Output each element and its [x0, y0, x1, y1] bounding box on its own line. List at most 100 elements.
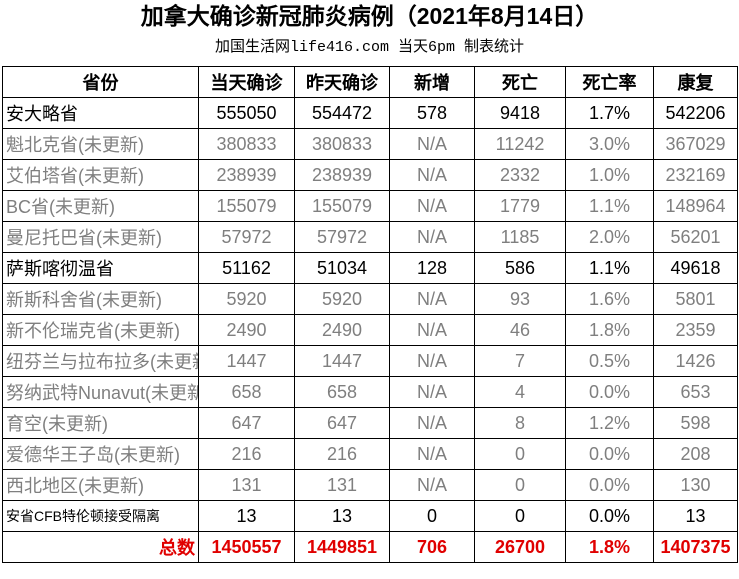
- table-cell: N/A: [389, 190, 475, 222]
- table-row: 安省CFB特伦顿接受隔离 13 13 0 0 0.0% 13: [2, 500, 738, 532]
- header-cell: 康复: [653, 66, 738, 98]
- table-cell: 育空(未更新): [2, 407, 199, 439]
- table-cell: 51034: [294, 252, 390, 284]
- table-cell: 2332: [474, 159, 566, 191]
- total-row: 总数 1450557 1449851 706 26700 1.8% 1407375: [2, 531, 738, 563]
- table-cell: 0.0%: [565, 500, 654, 532]
- table-cell: 5920: [198, 283, 295, 315]
- table-cell: 0: [474, 500, 566, 532]
- table-cell: N/A: [389, 469, 475, 501]
- table-cell: 56201: [653, 221, 738, 253]
- table-row: 爱德华王子岛(未更新) 216 216 N/A 0 0.0% 208: [2, 438, 738, 470]
- total-cell: 1450557: [198, 531, 295, 563]
- table-cell: 49618: [653, 252, 738, 284]
- table-cell: 新斯科舍省(未更新): [2, 283, 199, 315]
- table-cell: N/A: [389, 159, 475, 191]
- table-row: 努纳武特Nunavut(未更新) 658 658 N/A 4 0.0% 653: [2, 376, 738, 408]
- table-cell: 1.2%: [565, 407, 654, 439]
- data-table: 省份 当天确诊 昨天确诊 新增 死亡 死亡率 康复 安大略省 555050 554472 578 9…: [2, 66, 738, 563]
- table-cell: 238939: [198, 159, 295, 191]
- table-cell: 0: [474, 469, 566, 501]
- table-cell: 0.0%: [565, 438, 654, 470]
- total-cell: 26700: [474, 531, 566, 563]
- table-cell: 1779: [474, 190, 566, 222]
- table-cell: N/A: [389, 314, 475, 346]
- table-cell: 216: [294, 438, 390, 470]
- table-cell: N/A: [389, 221, 475, 253]
- table-cell: 0: [474, 438, 566, 470]
- table-cell: 238939: [294, 159, 390, 191]
- table-cell: 纽芬兰与拉布拉多(未更新): [2, 345, 199, 377]
- header-cell: 死亡: [474, 66, 566, 98]
- table-cell: 57972: [198, 221, 295, 253]
- subtitle: 加国生活网life416.com 当天6pm 制表统计: [214, 39, 525, 56]
- table-cell: 5920: [294, 283, 390, 315]
- table-cell: 647: [294, 407, 390, 439]
- table-cell: 7: [474, 345, 566, 377]
- table-cell: 安大略省: [2, 97, 199, 129]
- table-cell: 2.0%: [565, 221, 654, 253]
- table-cell: 46: [474, 314, 566, 346]
- table-cell: 3.0%: [565, 128, 654, 160]
- table-cell: 51162: [198, 252, 295, 284]
- table-cell: 13: [653, 500, 738, 532]
- table-cell: N/A: [389, 376, 475, 408]
- table-row: 西北地区(未更新) 131 131 N/A 0 0.0% 130: [2, 469, 738, 501]
- table-cell: 曼尼托巴省(未更新): [2, 221, 199, 253]
- table-cell: 555050: [198, 97, 295, 129]
- table-cell: 1447: [294, 345, 390, 377]
- table-cell: 1.0%: [565, 159, 654, 191]
- table-cell: 653: [653, 376, 738, 408]
- table-cell: N/A: [389, 438, 475, 470]
- table-cell: 554472: [294, 97, 390, 129]
- table-cell: 57972: [294, 221, 390, 253]
- table-cell: 1426: [653, 345, 738, 377]
- total-cell: 1449851: [294, 531, 390, 563]
- table-cell: 安省CFB特伦顿接受隔离: [2, 500, 199, 532]
- table-cell: 2490: [198, 314, 295, 346]
- table-cell: N/A: [389, 345, 475, 377]
- header-cell: 省份: [2, 66, 199, 98]
- table-cell: 1.8%: [565, 314, 654, 346]
- table-row: 魁北克省(未更新) 380833 380833 N/A 11242 3.0% 367029: [2, 128, 738, 160]
- table-cell: 0.0%: [565, 469, 654, 501]
- table-cell: 0.5%: [565, 345, 654, 377]
- table-cell: 13: [198, 500, 295, 532]
- table-cell: 380833: [198, 128, 295, 160]
- table-cell: 11242: [474, 128, 566, 160]
- table-cell: 1185: [474, 221, 566, 253]
- table-cell: 578: [389, 97, 475, 129]
- table-cell: 93: [474, 283, 566, 315]
- table-cell: 西北地区(未更新): [2, 469, 199, 501]
- table-row: 纽芬兰与拉布拉多(未更新) 1447 1447 N/A 7 0.5% 1426: [2, 345, 738, 377]
- table-cell: 658: [198, 376, 295, 408]
- total-cell: 1.8%: [565, 531, 654, 563]
- table-cell: 新不伦瑞克省(未更新): [2, 314, 199, 346]
- table-cell: 586: [474, 252, 566, 284]
- table-cell: 155079: [294, 190, 390, 222]
- table-cell: 1.1%: [565, 252, 654, 284]
- table-cell: BC省(未更新): [2, 190, 199, 222]
- table-cell: 380833: [294, 128, 390, 160]
- table-row: BC省(未更新) 155079 155079 N/A 1779 1.1% 148964: [2, 190, 738, 222]
- total-cell: 总数: [2, 531, 199, 563]
- table-cell: 努纳武特Nunavut(未更新): [2, 376, 199, 408]
- table-cell: 232169: [653, 159, 738, 191]
- table-row: 新不伦瑞克省(未更新) 2490 2490 N/A 46 1.8% 2359: [2, 314, 738, 346]
- table-row: 育空(未更新) 647 647 N/A 8 1.2% 598: [2, 407, 738, 439]
- table-cell: 8: [474, 407, 566, 439]
- table-cell: 148964: [653, 190, 738, 222]
- table-cell: 0.0%: [565, 376, 654, 408]
- table-cell: N/A: [389, 128, 475, 160]
- header-cell: 死亡率: [565, 66, 654, 98]
- table-cell: N/A: [389, 407, 475, 439]
- header-cell: 新增: [389, 66, 475, 98]
- table-cell: 367029: [653, 128, 738, 160]
- total-cell: 1407375: [653, 531, 738, 563]
- table-cell: 1.6%: [565, 283, 654, 315]
- table-cell: 9418: [474, 97, 566, 129]
- table-cell: 2490: [294, 314, 390, 346]
- table-cell: 598: [653, 407, 738, 439]
- table-cell: 4: [474, 376, 566, 408]
- header-cell: 当天确诊: [198, 66, 295, 98]
